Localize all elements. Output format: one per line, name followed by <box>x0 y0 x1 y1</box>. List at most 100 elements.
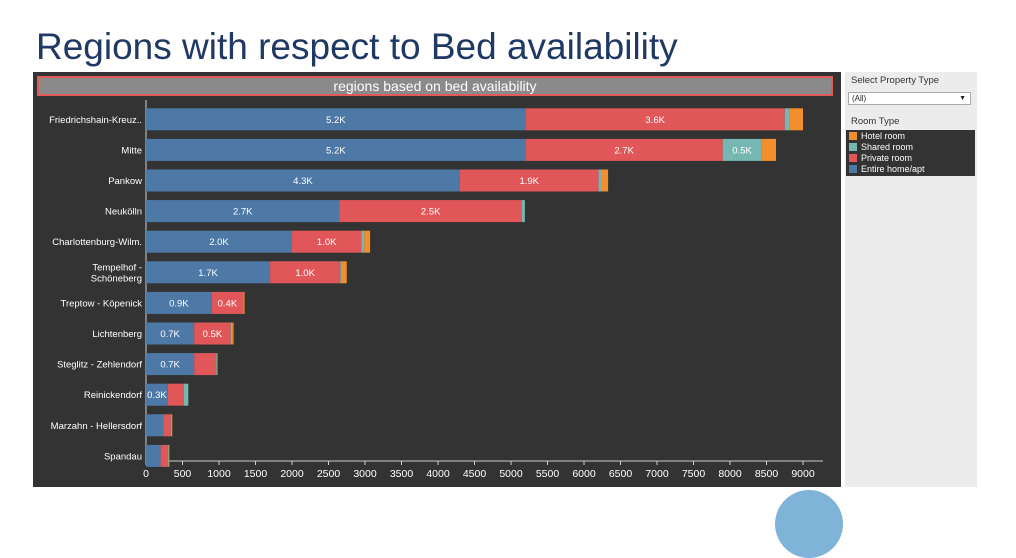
x-tick-label-500: 500 <box>174 468 192 480</box>
data-label-treptow-k-penick-private-room: 0.4K <box>218 298 238 309</box>
decorative-circle <box>775 490 843 558</box>
x-tick-label-2500: 2500 <box>317 468 341 480</box>
bar-reinickendorf-entire-home-apt <box>146 383 168 406</box>
category-label-tempelhof-sch-neberg-1: Schöneberg <box>91 273 142 284</box>
bar-marzahn-hellersdorf-shared-room <box>170 414 172 437</box>
data-label-mitte-entire-home-apt: 5.2K <box>326 145 346 156</box>
bar-charlottenburg-wilm-shared-room <box>361 230 365 253</box>
data-label-steglitz-zehlendorf-entire-home-apt: 0.7K <box>160 360 180 371</box>
bar-steglitz-zehlendorf-private-room <box>194 353 217 376</box>
bar-treptow-k-penick-shared-room <box>243 291 244 314</box>
x-tick-label-9000: 9000 <box>791 468 815 480</box>
x-tick-label-5000: 5000 <box>499 468 523 480</box>
legend-item-hotel[interactable]: Hotel room <box>849 131 905 141</box>
bar-neuk-lln-shared-room <box>521 200 525 223</box>
data-label-mitte-shared-room: 0.5K <box>732 145 752 156</box>
bar-spandau-entire-home-apt <box>146 444 161 467</box>
bar-charlottenburg-wilm-hotel-room <box>364 230 371 253</box>
bar-spandau-shared-room <box>167 444 169 467</box>
hotel-swatch <box>849 132 857 140</box>
bar-pankow-shared-room <box>598 169 602 192</box>
category-label-steglitz-zehlendorf: Steglitz - Zehlendorf <box>57 360 142 371</box>
data-label-neuk-lln-entire-home-apt: 2.7K <box>233 207 253 218</box>
bar-lichtenberg-shared-room <box>230 322 233 345</box>
stacked-bar-chart: 0 500 1000 1500 2000 2500 3000 3500 4000 4500 5000… <box>49 100 823 480</box>
x-tick-label-2000: 2000 <box>280 468 304 480</box>
bar-tempelhof-sch-neberg-entire-home-apt <box>146 261 271 284</box>
category-label-neuk-lln: Neukölln <box>105 207 142 218</box>
bar-spandau-hotel-room <box>168 444 170 467</box>
bar-mitte-hotel-room <box>761 138 776 161</box>
x-tick-label-3000: 3000 <box>353 468 377 480</box>
room-type-legend: Hotel room Shared room Private room Enti… <box>846 130 975 176</box>
bar-charlottenburg-wilm-entire-home-apt <box>146 230 292 253</box>
category-label-friedrichshain-kreuz: Friedrichshain-Kreuz.. <box>49 115 142 126</box>
legend-title: Room Type <box>851 116 900 127</box>
category-label-charlottenburg-wilm: Charlottenburg-Wilm. <box>52 237 142 248</box>
filter-label: Select Property Type <box>851 75 940 86</box>
bar-reinickendorf-private-room <box>167 383 184 406</box>
bar-lichtenberg-entire-home-apt <box>146 322 195 345</box>
x-tick-label-1000: 1000 <box>207 468 231 480</box>
data-label-treptow-k-penick-entire-home-apt: 0.9K <box>169 298 189 309</box>
data-label-pankow-private-room: 1.9K <box>519 176 539 187</box>
category-label-tempelhof-sch-neberg-0: Tempelhof - <box>92 262 142 273</box>
bar-steglitz-zehlendorf-shared-room <box>216 353 217 376</box>
x-tick-label-4000: 4000 <box>426 468 450 480</box>
category-label-lichtenberg: Lichtenberg <box>92 329 142 340</box>
x-tick-label-1500: 1500 <box>244 468 268 480</box>
category-label-pankow: Pankow <box>108 176 142 187</box>
legend-item-private[interactable]: Private room <box>849 153 912 163</box>
data-label-neuk-lln-private-room: 2.5K <box>421 207 441 218</box>
chevron-down-icon[interactable]: ▼ <box>959 95 966 102</box>
bar-steglitz-zehlendorf-entire-home-apt <box>146 353 195 376</box>
x-tick-label-0: 0 <box>143 468 149 480</box>
bar-tempelhof-sch-neberg-shared-room <box>340 261 341 284</box>
category-label-marzahn-hellersdorf: Marzahn - Hellersdorf <box>51 421 143 432</box>
bar-friedrichshain-kreuz-hotel-room <box>789 108 803 131</box>
legend-label-shared: Shared room <box>861 142 914 152</box>
bar-tempelhof-sch-neberg-hotel-room <box>340 261 347 284</box>
slide-title: Regions with respect to Bed availability <box>36 26 678 67</box>
data-label-charlottenburg-wilm-entire-home-apt: 2.0K <box>209 237 229 248</box>
data-label-mitte-private-room: 2.7K <box>614 145 634 156</box>
bar-friedrichshain-kreuz-private-room <box>525 108 785 131</box>
property-type-select[interactable]: (All) ▼ <box>848 92 971 105</box>
x-tick-label-5500: 5500 <box>536 468 560 480</box>
x-tick-label-7500: 7500 <box>682 468 706 480</box>
bar-tempelhof-sch-neberg-private-room <box>270 261 341 284</box>
x-tick-label-6000: 6000 <box>572 468 596 480</box>
bar-treptow-k-penick-private-room <box>211 291 244 314</box>
bar-mitte-entire-home-apt <box>146 138 526 161</box>
data-label-charlottenburg-wilm-private-room: 1.0K <box>317 237 337 248</box>
category-label-spandau: Spandau <box>104 451 142 462</box>
bar-pankow-hotel-room <box>601 169 609 192</box>
bar-mitte-private-room <box>525 138 723 161</box>
bar-pankow-private-room <box>459 169 599 192</box>
bar-marzahn-hellersdorf-private-room <box>163 414 171 437</box>
x-tick-label-7000: 7000 <box>645 468 669 480</box>
category-label-treptow-k-penick: Treptow - Köpenick <box>61 298 143 309</box>
data-label-friedrichshain-kreuz-private-room: 3.6K <box>645 115 665 126</box>
data-label-reinickendorf-entire-home-apt: 0.3K <box>147 390 167 401</box>
x-tick-label-8000: 8000 <box>718 468 742 480</box>
x-tick-label-3500: 3500 <box>390 468 414 480</box>
x-tick-label-6500: 6500 <box>609 468 633 480</box>
bar-friedrichshain-kreuz-entire-home-apt <box>146 108 526 131</box>
bar-marzahn-hellersdorf-entire-home-apt <box>146 414 164 437</box>
legend-label-entire: Entire home/apt <box>861 164 925 174</box>
bar-mitte-shared-room <box>722 138 762 161</box>
bar-treptow-k-penick-hotel-room <box>243 291 245 314</box>
bar-pankow-entire-home-apt <box>146 169 460 192</box>
legend-label-private: Private room <box>861 153 913 163</box>
bar-neuk-lln-entire-home-apt <box>146 200 340 223</box>
legend-label-hotel: Hotel room <box>861 131 906 141</box>
bar-spandau-private-room <box>160 444 168 467</box>
legend-item-entire[interactable]: Entire home/apt <box>849 164 925 174</box>
x-tick-label-8500: 8500 <box>755 468 779 480</box>
legend-item-shared[interactable]: Shared room <box>849 142 913 152</box>
bar-marzahn-hellersdorf-hotel-room <box>171 414 173 437</box>
bar-treptow-k-penick-entire-home-apt <box>146 291 212 314</box>
entire-swatch <box>849 165 857 173</box>
bar-friedrichshain-kreuz-shared-room <box>784 108 790 131</box>
